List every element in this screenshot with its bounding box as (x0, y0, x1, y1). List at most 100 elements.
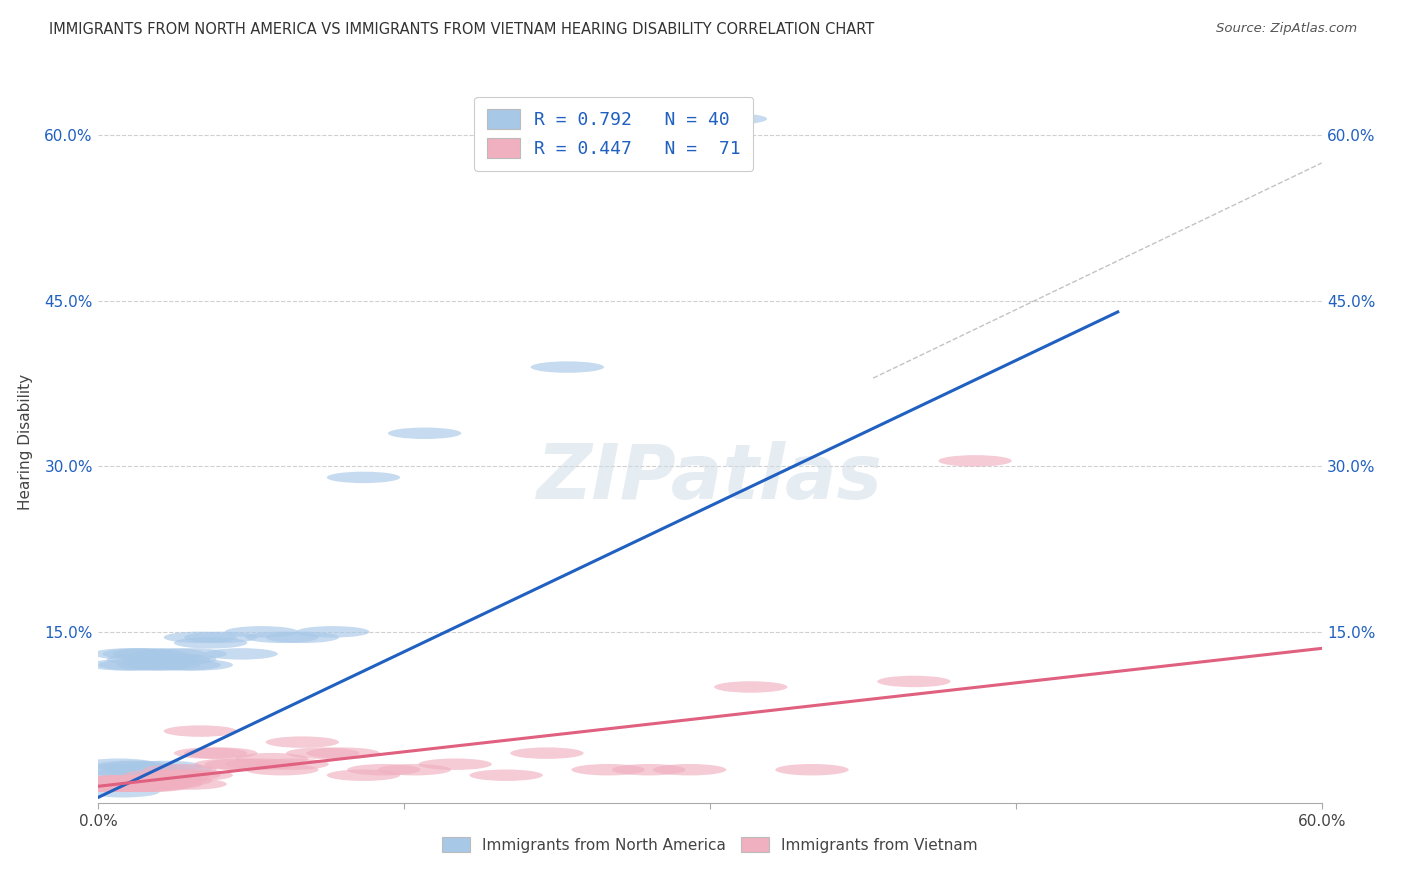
Ellipse shape (143, 764, 217, 775)
Ellipse shape (225, 758, 298, 770)
Ellipse shape (470, 770, 543, 781)
Ellipse shape (97, 780, 170, 792)
Ellipse shape (82, 758, 156, 770)
Ellipse shape (184, 632, 257, 643)
Ellipse shape (115, 779, 188, 789)
Ellipse shape (174, 747, 247, 759)
Ellipse shape (80, 779, 153, 789)
Ellipse shape (107, 775, 180, 787)
Ellipse shape (612, 764, 686, 775)
Ellipse shape (79, 780, 152, 792)
Ellipse shape (122, 770, 197, 781)
Ellipse shape (388, 427, 461, 439)
Ellipse shape (256, 758, 329, 770)
Ellipse shape (938, 455, 1012, 467)
Ellipse shape (93, 780, 166, 792)
Ellipse shape (120, 775, 193, 787)
Ellipse shape (86, 779, 160, 789)
Ellipse shape (72, 780, 145, 792)
Ellipse shape (112, 764, 186, 775)
Ellipse shape (84, 780, 157, 792)
Ellipse shape (134, 775, 207, 787)
Ellipse shape (419, 758, 492, 770)
Ellipse shape (108, 779, 181, 789)
Ellipse shape (98, 775, 172, 787)
Ellipse shape (94, 779, 167, 789)
Ellipse shape (98, 779, 172, 789)
Ellipse shape (693, 113, 768, 125)
Ellipse shape (285, 747, 360, 759)
Ellipse shape (245, 764, 319, 775)
Ellipse shape (194, 758, 267, 770)
Ellipse shape (112, 648, 186, 659)
Ellipse shape (79, 764, 152, 775)
Ellipse shape (103, 648, 176, 659)
Ellipse shape (86, 786, 160, 797)
Ellipse shape (127, 659, 201, 671)
Ellipse shape (652, 764, 727, 775)
Ellipse shape (510, 747, 583, 759)
Ellipse shape (117, 780, 190, 792)
Ellipse shape (103, 775, 176, 787)
Ellipse shape (153, 648, 226, 659)
Ellipse shape (100, 780, 174, 792)
Ellipse shape (104, 780, 179, 792)
Ellipse shape (122, 654, 197, 665)
Ellipse shape (93, 648, 166, 659)
Ellipse shape (98, 659, 172, 671)
Ellipse shape (66, 780, 139, 792)
Text: Source: ZipAtlas.com: Source: ZipAtlas.com (1216, 22, 1357, 36)
Ellipse shape (148, 659, 221, 671)
Ellipse shape (204, 758, 278, 770)
Ellipse shape (235, 753, 308, 764)
Ellipse shape (204, 648, 278, 659)
Ellipse shape (89, 780, 162, 792)
Ellipse shape (76, 779, 149, 789)
Ellipse shape (775, 764, 849, 775)
Ellipse shape (112, 779, 186, 789)
Ellipse shape (134, 648, 207, 659)
Ellipse shape (225, 626, 298, 638)
Ellipse shape (107, 654, 180, 665)
Ellipse shape (347, 764, 420, 775)
Ellipse shape (139, 775, 212, 787)
Ellipse shape (163, 725, 238, 737)
Ellipse shape (138, 770, 211, 781)
Ellipse shape (877, 676, 950, 687)
Ellipse shape (89, 659, 162, 671)
Ellipse shape (70, 779, 143, 789)
Ellipse shape (90, 779, 163, 789)
Ellipse shape (139, 764, 212, 775)
Ellipse shape (571, 764, 645, 775)
Ellipse shape (160, 659, 233, 671)
Ellipse shape (148, 770, 221, 781)
Ellipse shape (82, 780, 156, 792)
Ellipse shape (174, 637, 247, 648)
Ellipse shape (184, 747, 257, 759)
Ellipse shape (245, 632, 319, 643)
Ellipse shape (129, 779, 202, 789)
Ellipse shape (530, 361, 605, 373)
Ellipse shape (378, 764, 451, 775)
Y-axis label: Hearing Disability: Hearing Disability (18, 374, 34, 509)
Ellipse shape (117, 659, 190, 671)
Ellipse shape (97, 767, 170, 779)
Ellipse shape (714, 681, 787, 693)
Ellipse shape (67, 780, 141, 792)
Ellipse shape (160, 770, 233, 781)
Ellipse shape (297, 626, 370, 638)
Ellipse shape (307, 747, 380, 759)
Ellipse shape (82, 775, 156, 787)
Ellipse shape (72, 770, 145, 781)
Ellipse shape (143, 654, 217, 665)
Ellipse shape (122, 770, 197, 781)
Ellipse shape (75, 779, 148, 789)
Ellipse shape (326, 770, 401, 781)
Ellipse shape (153, 779, 226, 789)
Ellipse shape (112, 775, 186, 787)
Ellipse shape (129, 761, 202, 772)
Ellipse shape (120, 764, 193, 775)
Ellipse shape (107, 779, 180, 789)
Ellipse shape (79, 775, 152, 787)
Legend: Immigrants from North America, Immigrants from Vietnam: Immigrants from North America, Immigrant… (434, 830, 986, 860)
